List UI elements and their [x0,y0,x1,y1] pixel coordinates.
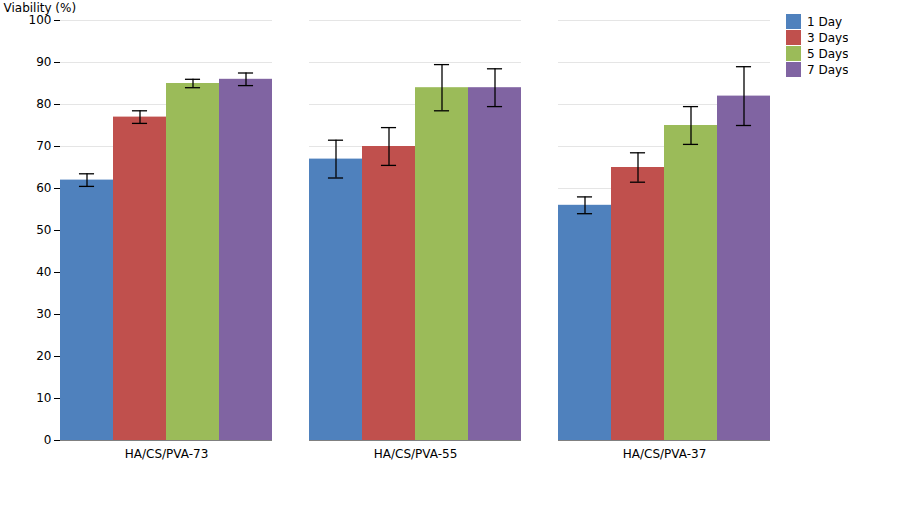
svg-text:HA/CS/PVA-37: HA/CS/PVA-37 [623,447,707,461]
svg-text:20: 20 [36,349,51,363]
svg-text:90: 90 [36,55,51,69]
svg-text:0: 0 [44,433,52,447]
svg-text:80: 80 [36,97,51,111]
svg-text:Viability (%): Viability (%) [4,1,77,15]
svg-text:70: 70 [36,139,51,153]
html-text:3 Days: 3 Days [807,30,849,45]
html-text:7 Days: 7 Days [807,62,849,77]
html-text:5 Days: 5 Days [807,46,849,61]
svg-text:30: 30 [36,307,51,321]
svg-text:HA/CS/PVA-55: HA/CS/PVA-55 [374,447,458,461]
svg-text:10: 10 [36,391,51,405]
svg-text:100: 100 [29,13,52,27]
svg-text:HA/CS/PVA-73: HA/CS/PVA-73 [125,447,209,461]
svg-text:40: 40 [36,265,51,279]
html-text:1 Day: 1 Day [807,14,843,29]
svg-text:60: 60 [36,181,51,195]
svg-text:50: 50 [36,223,51,237]
